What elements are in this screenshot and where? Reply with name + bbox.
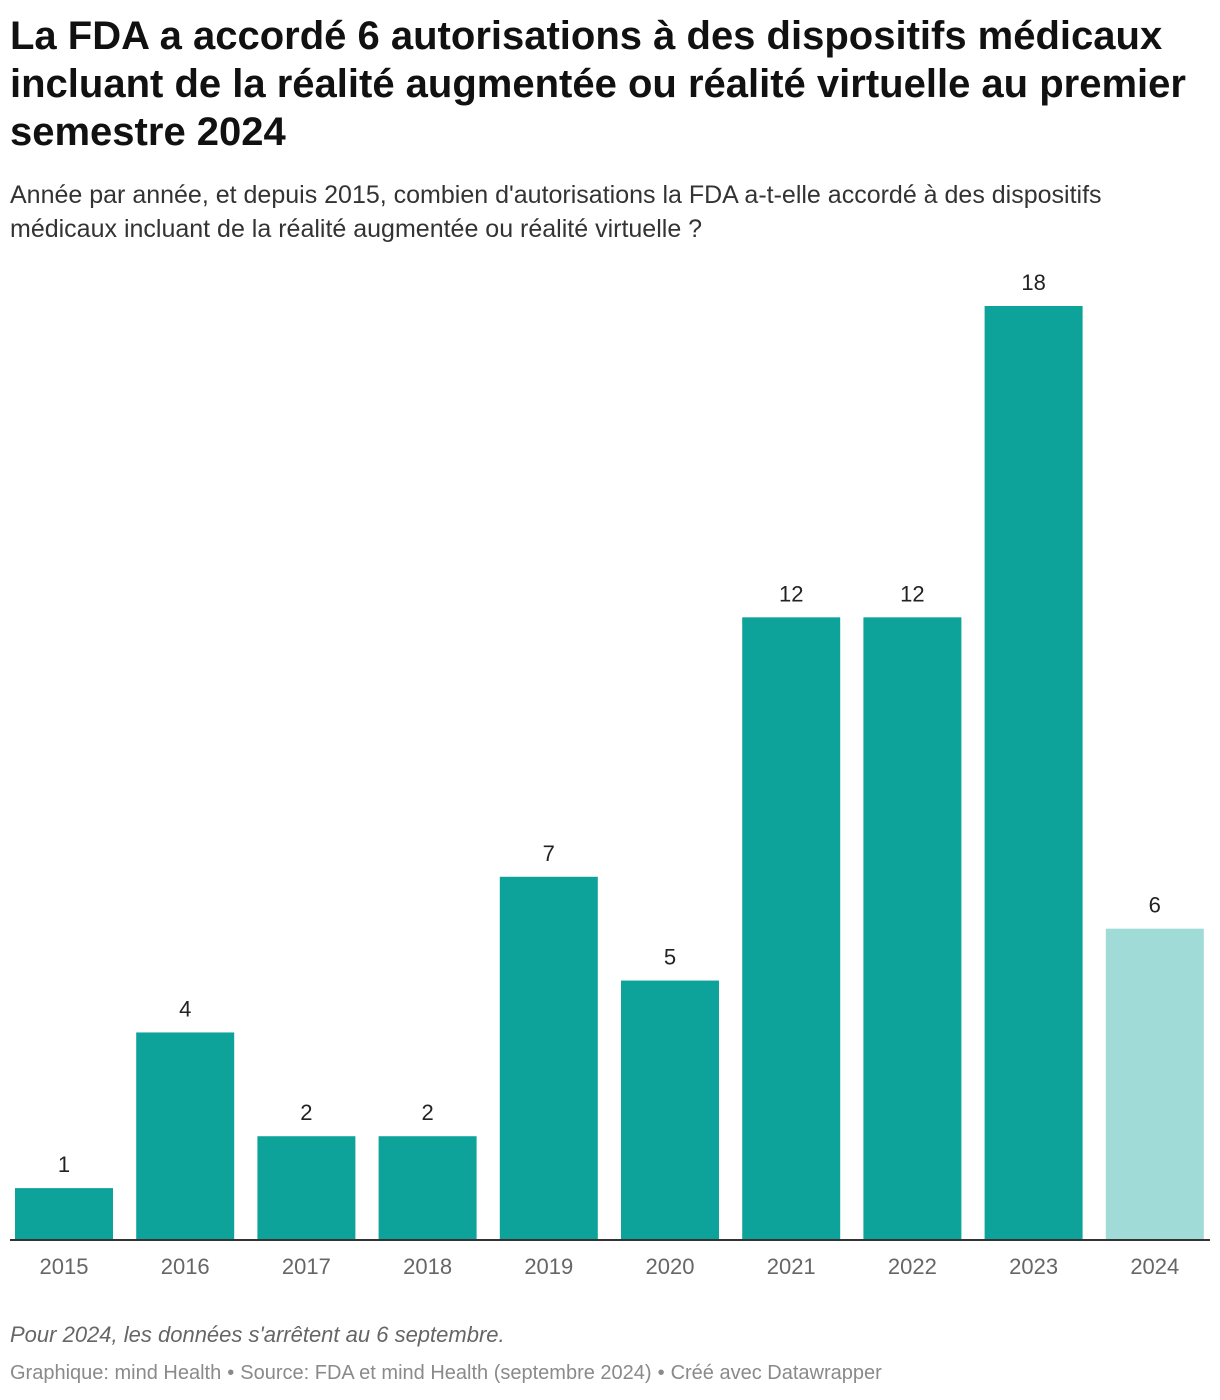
x-tick-2022: 2022 (888, 1254, 937, 1279)
footnote: Pour 2024, les données s'arrêtent au 6 s… (10, 1322, 505, 1347)
credits: Graphique: mind Health • Source: FDA et mi… (10, 1362, 882, 1385)
value-label-2017: 2 (300, 1100, 312, 1125)
x-tick-2023: 2023 (1009, 1254, 1058, 1279)
bar-2015 (15, 1188, 113, 1240)
value-label-2019: 7 (543, 841, 555, 866)
bar-2022 (863, 617, 962, 1240)
value-label-2022: 12 (900, 581, 924, 606)
x-tick-2018: 2018 (403, 1254, 452, 1279)
value-label-2023: 18 (1021, 270, 1045, 295)
x-tick-2015: 2015 (40, 1254, 89, 1279)
bar-2024 (1105, 928, 1204, 1240)
bar-2019 (499, 876, 598, 1240)
graphic-credit: Graphique: mind Health (10, 1362, 222, 1384)
source-credit: Source: FDA et mind Health (septembre 20… (240, 1362, 652, 1384)
x-tick-2016: 2016 (161, 1254, 210, 1279)
value-label-2021: 12 (779, 581, 803, 606)
bar-2018 (378, 1136, 477, 1240)
bar-2021 (742, 617, 841, 1240)
bar-2020 (621, 980, 719, 1240)
separator: • (227, 1362, 235, 1384)
value-label-2018: 2 (421, 1100, 433, 1125)
value-label-2015: 1 (58, 1152, 70, 1177)
datawrapper-credit: Créé avec Datawrapper (670, 1362, 882, 1384)
bar-2023 (984, 306, 1083, 1240)
x-tick-2020: 2020 (646, 1254, 695, 1279)
value-label-2016: 4 (179, 996, 191, 1021)
x-tick-2024: 2024 (1130, 1254, 1179, 1279)
chart-title: La FDA a accordé 6 autorisations à des d… (10, 14, 1186, 154)
chart-subtitle: Année par année, et depuis 2015, combien… (10, 181, 1102, 243)
x-tick-2019: 2019 (524, 1254, 573, 1279)
value-label-2020: 5 (664, 945, 676, 970)
bar-2016 (136, 1032, 235, 1240)
value-label-2024: 6 (1149, 893, 1161, 918)
bar-2017 (257, 1136, 356, 1240)
x-tick-2021: 2021 (767, 1254, 816, 1279)
separator: • (657, 1362, 665, 1384)
x-tick-2017: 2017 (282, 1254, 331, 1279)
bar-chart: 1 2015 4 2016 2 2017 2 2018 7 2019 5 2020 12 2021 12 20… (10, 270, 1210, 1279)
